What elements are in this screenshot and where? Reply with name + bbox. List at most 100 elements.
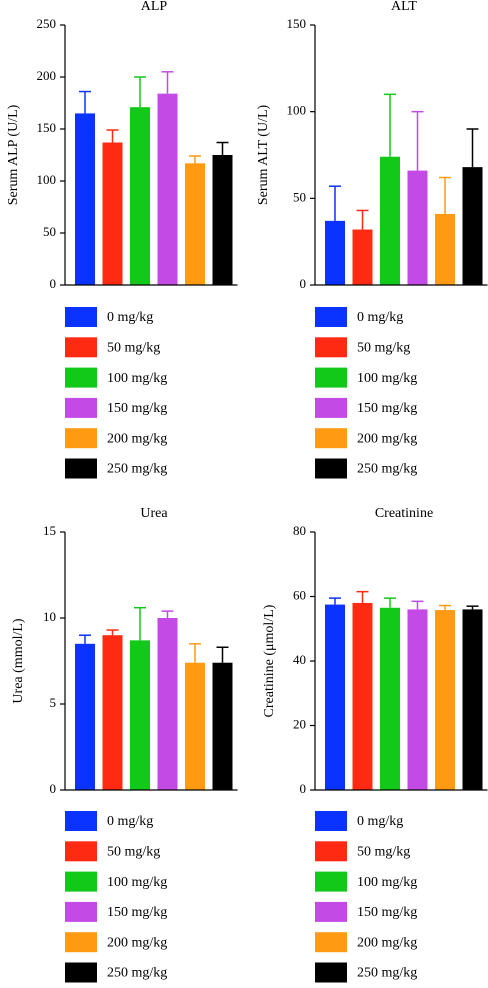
legend-label: 250 mg/kg xyxy=(107,966,167,981)
legend-swatch xyxy=(65,397,97,418)
y-tick-label: 10 xyxy=(43,609,56,624)
bar xyxy=(212,155,233,285)
chart-title: ALT xyxy=(391,0,417,14)
legend-swatch xyxy=(65,932,97,953)
bar xyxy=(352,229,373,285)
bar xyxy=(407,609,428,790)
y-tick-label: 0 xyxy=(300,276,307,291)
bar xyxy=(157,618,178,790)
y-tick-label: 0 xyxy=(300,781,307,796)
y-tick-label: 250 xyxy=(37,16,57,31)
legend-label: 100 mg/kg xyxy=(357,371,417,386)
chart-panel-alp: ALP Serum ALP (U/L) 0 50 100 150 200 250 0 mg/kg… xyxy=(6,0,238,479)
y-tick-label: 0 xyxy=(50,781,57,796)
chart-title: Creatinine xyxy=(375,506,433,521)
y-tick-label: 5 xyxy=(50,695,57,710)
y-axis-label: Creatinine (μmol/L) xyxy=(262,604,277,717)
chart-panel-creatinine: Creatinine Creatinine (μmol/L) 0 20 40 60 80 0 … xyxy=(262,506,488,983)
bar xyxy=(435,213,455,285)
legend-swatch xyxy=(65,337,97,358)
legend-swatch xyxy=(315,811,347,831)
legend-label: 0 mg/kg xyxy=(107,310,153,325)
legend: 0 mg/kg 50 mg/kg 100 mg/kg 150 mg/kg 200 mg/… xyxy=(65,811,167,983)
y-tick-label: 15 xyxy=(43,523,56,538)
legend-swatch xyxy=(65,367,97,388)
legend-label: 100 mg/kg xyxy=(357,875,417,890)
legend-label: 150 mg/kg xyxy=(357,401,417,416)
legend-label: 50 mg/kg xyxy=(107,845,160,860)
legend-swatch xyxy=(65,428,97,449)
bar xyxy=(325,220,345,285)
y-tick-label: 0 xyxy=(50,276,57,291)
y-tick-label: 50 xyxy=(43,224,56,239)
legend-label: 250 mg/kg xyxy=(107,462,167,477)
legend-label: 0 mg/kg xyxy=(357,310,403,325)
legend-label: 200 mg/kg xyxy=(357,431,417,446)
bar xyxy=(130,107,150,285)
legend-label: 50 mg/kg xyxy=(357,341,410,356)
legend-swatch xyxy=(65,901,97,922)
legend-swatch xyxy=(315,841,347,862)
legend-label: 250 mg/kg xyxy=(357,966,417,981)
legend-label: 150 mg/kg xyxy=(107,905,167,920)
y-tick-label: 50 xyxy=(293,189,306,204)
bar xyxy=(462,609,483,790)
legend-swatch xyxy=(315,871,347,892)
bar xyxy=(325,604,345,790)
bar xyxy=(435,610,455,790)
legend-label: 100 mg/kg xyxy=(107,371,167,386)
y-tick-label: 100 xyxy=(37,172,57,187)
legend-swatch xyxy=(315,962,347,983)
bar xyxy=(102,142,123,285)
legend-label: 100 mg/kg xyxy=(107,875,167,890)
legend-swatch xyxy=(65,811,97,831)
legend-swatch xyxy=(65,962,97,983)
y-axis-label: Urea (mmol/L) xyxy=(11,618,26,703)
bar xyxy=(185,662,205,790)
bar xyxy=(212,662,233,790)
y-tick-label: 80 xyxy=(293,523,306,538)
legend-swatch xyxy=(315,307,347,327)
bar xyxy=(462,167,483,285)
legend-swatch xyxy=(315,901,347,922)
chart-panel-alt: ALT Serum ALT (U/L) 0 50 100 150 0 mg/kg 50 mg/… xyxy=(256,0,488,479)
bar xyxy=(157,93,178,285)
bar xyxy=(75,643,95,790)
bar xyxy=(75,113,95,286)
bar xyxy=(380,156,400,285)
legend-label: 50 mg/kg xyxy=(107,341,160,356)
y-axis-label: Serum ALP (U/L) xyxy=(6,104,21,205)
legend-label: 200 mg/kg xyxy=(107,935,167,950)
legend-swatch xyxy=(315,337,347,358)
legend-label: 0 mg/kg xyxy=(107,814,153,829)
legend-label: 150 mg/kg xyxy=(357,905,417,920)
legend: 0 mg/kg 50 mg/kg 100 mg/kg 150 mg/kg 200 mg/… xyxy=(315,811,417,983)
bar xyxy=(407,170,428,285)
y-tick-label: 20 xyxy=(293,716,306,731)
legend-swatch xyxy=(65,871,97,892)
y-tick-label: 60 xyxy=(293,587,306,602)
bar xyxy=(130,640,150,790)
y-tick-label: 150 xyxy=(287,16,307,31)
y-axis-label: Serum ALT (U/L) xyxy=(256,105,271,206)
legend-swatch xyxy=(65,307,97,327)
legend-label: 200 mg/kg xyxy=(357,935,417,950)
legend-swatch xyxy=(315,397,347,418)
y-tick-label: 100 xyxy=(287,103,307,118)
y-tick-label: 40 xyxy=(293,652,306,667)
bar xyxy=(380,607,400,790)
legend-swatch xyxy=(315,367,347,388)
legend-label: 250 mg/kg xyxy=(357,462,417,477)
legend-swatch xyxy=(65,458,97,479)
legend-label: 50 mg/kg xyxy=(357,845,410,860)
chart-title: Urea xyxy=(140,506,168,521)
legend-swatch xyxy=(315,428,347,449)
legend-label: 150 mg/kg xyxy=(107,401,167,416)
bar xyxy=(352,602,373,790)
legend-label: 0 mg/kg xyxy=(357,814,403,829)
chart-title: ALP xyxy=(141,0,168,14)
y-tick-label: 200 xyxy=(37,68,57,83)
legend-label: 200 mg/kg xyxy=(107,431,167,446)
